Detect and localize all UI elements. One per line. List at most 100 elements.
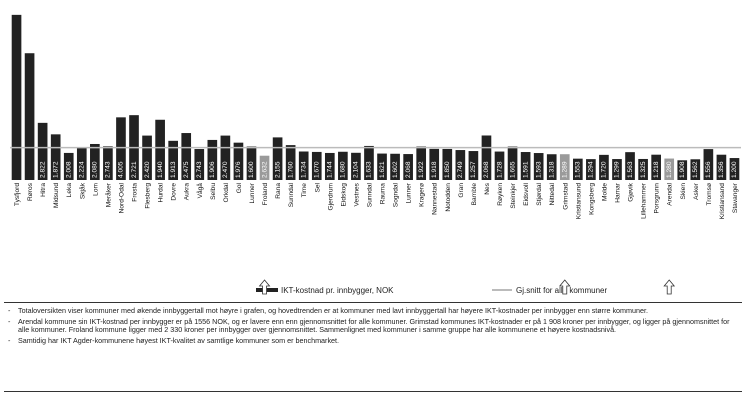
category-label: Nes: [484, 182, 491, 194]
note-item: Totaloversikten viser kommuner med økend…: [8, 306, 738, 316]
bar: [90, 143, 100, 180]
value-label: 1.562: [692, 161, 699, 178]
value-label: 1.591: [522, 161, 529, 178]
category-label: Eidskog: [340, 183, 347, 207]
value-label: 1.556: [705, 161, 712, 178]
category-label: Gjøvik: [628, 182, 635, 201]
value-label: 2.470: [222, 161, 229, 178]
bar: [207, 139, 218, 180]
value-label: 2.080: [92, 161, 99, 178]
bar: [403, 154, 413, 180]
category-label: Røyken: [497, 183, 504, 206]
bar: [116, 117, 126, 180]
bar: [481, 135, 492, 180]
bars-layer: 2.822 1.872 2.008 2.224 2.080 2.743 4.005 2.721…: [11, 14, 740, 181]
category-label: Hitra: [40, 183, 47, 197]
value-label: 4.005: [118, 161, 125, 178]
category-label: Flesberg: [145, 183, 152, 209]
value-label: 1.728: [496, 161, 503, 178]
value-label: 1.593: [535, 161, 542, 178]
bar: [76, 147, 87, 180]
bar: [233, 142, 244, 180]
value-label: 1.294: [588, 161, 595, 178]
bar: [246, 146, 257, 180]
bar: [364, 145, 374, 180]
bar: [142, 135, 152, 180]
legend-bar-swatch: [256, 288, 278, 292]
value-label: 1.913: [170, 161, 177, 178]
category-label: Skien: [680, 183, 687, 200]
value-label: 1.600: [248, 161, 255, 178]
bar: [220, 135, 231, 180]
bar: [416, 146, 427, 180]
category-label: Steinkjer: [510, 182, 517, 208]
category-label: Meråker: [104, 182, 112, 207]
value-label: 2.420: [144, 161, 151, 178]
category-label: Aukra: [184, 183, 191, 201]
value-label: 1.325: [640, 161, 647, 178]
value-label: 2.224: [79, 161, 86, 178]
value-label: 1.744: [327, 161, 334, 178]
category-label: Arendal: [667, 182, 674, 205]
category-label: Røros: [27, 182, 34, 201]
bar: [573, 158, 583, 180]
category-label: Rana: [275, 183, 282, 199]
bar: [259, 155, 270, 180]
category-label: Kristiansand: [719, 183, 726, 220]
category-label: Lillehammer: [641, 182, 648, 219]
category-label: Asker: [693, 182, 700, 200]
value-label: 2.104: [353, 161, 360, 178]
highlight-arrow-icon: [558, 279, 571, 295]
category-label: Molde: [601, 183, 608, 201]
bar: [625, 152, 635, 180]
category-label: Time: [301, 183, 308, 198]
bar: [559, 154, 570, 180]
bar: [468, 151, 479, 180]
bar: [11, 14, 22, 180]
bar: [338, 151, 348, 180]
note-item: Samtidig har IKT Agder-kommunene høyest …: [8, 336, 738, 346]
bar: [703, 149, 714, 180]
bar: [586, 159, 596, 180]
highlight-arrow-icon: [663, 279, 676, 295]
bar: [442, 148, 453, 180]
value-label: 1.940: [157, 161, 164, 178]
category-label: Kongsberg: [588, 183, 595, 215]
value-label: 1.720: [601, 161, 608, 178]
highlight-arrow-icon: [258, 279, 271, 295]
value-label: 1.257: [470, 161, 477, 178]
highlight-markers: [258, 279, 676, 295]
bar: [455, 150, 466, 180]
category-label: Froland: [262, 183, 269, 206]
value-label: 2.743: [105, 161, 112, 178]
note-item: Arendal kommune sin IKT-kostnad per innb…: [8, 317, 738, 335]
value-label: 1.553: [575, 161, 582, 178]
value-label: 1.280: [666, 161, 673, 178]
value-label: 1.760: [287, 161, 294, 178]
bar: [599, 154, 609, 180]
bar: [37, 122, 48, 180]
category-label: Lunner: [406, 182, 413, 203]
bar: [377, 153, 387, 180]
bar: [181, 133, 192, 180]
category-label: Frosta: [132, 183, 139, 202]
category-label: Sogndal: [393, 182, 400, 207]
category-label: Tromsø: [706, 183, 713, 205]
category-label: Nord-Odal: [118, 182, 125, 213]
notes-list: Totaloversikten viser kommuner med økend…: [4, 302, 742, 392]
category-label: Kragerø: [419, 183, 426, 207]
value-label: 2.068: [405, 161, 412, 178]
bar: [272, 137, 283, 180]
category-label: Lunner: [249, 182, 256, 203]
value-label: 1.872: [52, 161, 59, 178]
value-label: 1.621: [379, 161, 386, 178]
legend-bar-label: IKT-kostnad pr. innbygger, NOK: [281, 286, 394, 295]
category-labels: Tysfjord Røros Hitra Midsund Leka Skjåk Lom Mer…: [14, 182, 739, 219]
value-label: 1.670: [314, 161, 321, 178]
category-label: Porsgrunn: [654, 183, 661, 214]
category-label: Orkdal: [223, 182, 230, 202]
value-label: 2.743: [196, 161, 203, 178]
bar: [690, 159, 701, 180]
value-label: 2.008: [65, 161, 72, 178]
value-label: 1.299: [614, 161, 621, 178]
